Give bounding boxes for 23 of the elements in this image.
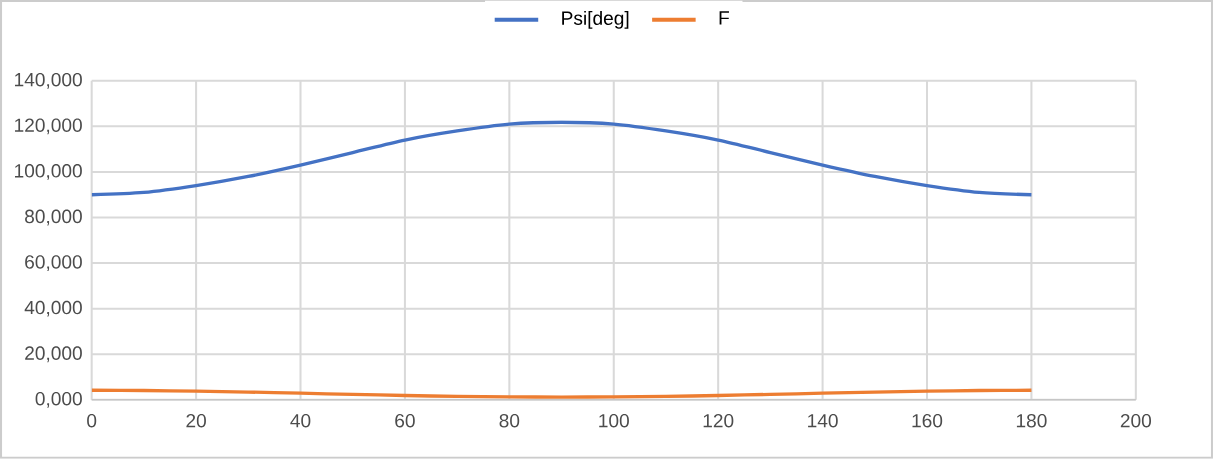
x-tick-label: 0 xyxy=(87,413,97,428)
y-tick-label: 40,000 xyxy=(24,300,82,317)
x-tick-label: 100 xyxy=(599,413,629,428)
x-tick-label: 180 xyxy=(1016,413,1047,428)
x-tick-label: 40 xyxy=(290,413,311,428)
x-tick-label: 20 xyxy=(186,413,206,428)
y-tick-label: 100,000 xyxy=(15,164,82,180)
legend-label: Psi[deg] xyxy=(562,11,629,29)
y-tick-label: 0,000 xyxy=(35,391,82,408)
y-tick-label: 60,000 xyxy=(25,255,82,272)
x-tick-label: 160 xyxy=(912,413,943,428)
y-tick-label: 140,000 xyxy=(15,72,82,89)
y-tick-label: 20,000 xyxy=(25,346,82,363)
legend-label: F xyxy=(719,11,729,25)
x-tick-label: 60 xyxy=(395,413,415,428)
x-tick-label: 200 xyxy=(1120,413,1152,428)
y-tick-label: 120,000 xyxy=(15,118,82,135)
x-tick-label: 80 xyxy=(499,413,520,428)
x-tick-label: 140 xyxy=(808,413,838,428)
line-series xyxy=(91,388,1034,399)
y-tick-label: 80,000 xyxy=(25,209,82,226)
x-tick-label: 120 xyxy=(703,413,734,428)
line-series xyxy=(91,120,1034,197)
